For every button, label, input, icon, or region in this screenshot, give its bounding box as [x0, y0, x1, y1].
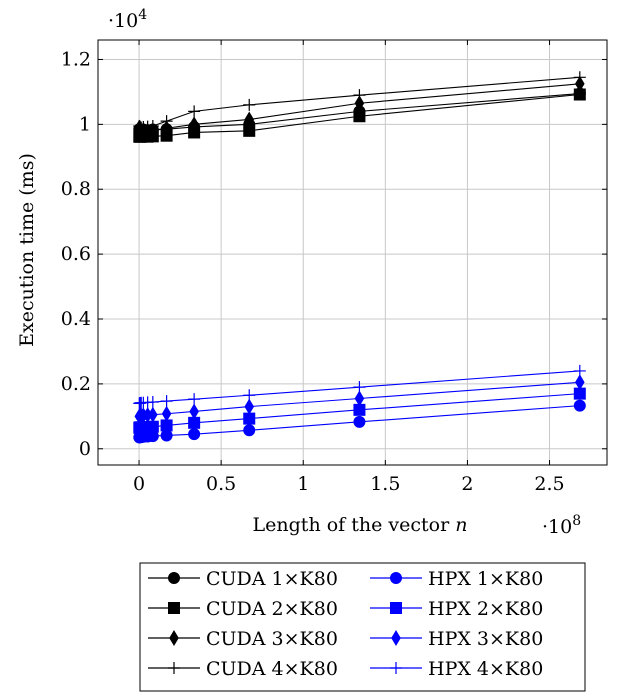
data-point: [190, 404, 198, 418]
y-tick-label: 1.2: [61, 48, 91, 70]
legend-label: HPX 1×K80: [428, 568, 543, 590]
legend-marker: [169, 573, 180, 584]
legend-label: CUDA 4×K80: [206, 658, 338, 680]
data-point: [353, 89, 365, 101]
legend-label: HPX 3×K80: [428, 628, 543, 650]
data-point: [188, 105, 200, 117]
data-point: [574, 71, 586, 83]
data-point: [354, 416, 365, 427]
x-tick-label: 1: [297, 473, 309, 495]
data-point: [574, 365, 586, 377]
data-point: [147, 421, 158, 432]
y-multiplier-exponent: 4: [138, 7, 147, 23]
x-multiplier-base: ·10: [542, 516, 572, 538]
data-point: [353, 381, 365, 393]
x-axis-multiplier: ·108: [542, 513, 581, 538]
y-tick-label: 0.4: [61, 308, 91, 330]
data-point: [189, 429, 200, 440]
data-point: [188, 393, 200, 405]
y-multiplier-base: ·10: [108, 10, 138, 32]
data-point: [149, 408, 157, 422]
y-tick-label: 0: [79, 438, 91, 460]
x-tick-label: 2: [461, 473, 473, 495]
data-point: [243, 99, 255, 111]
y-axis-multiplier: ·104: [108, 7, 147, 32]
x-axis-label-variable: n: [455, 514, 467, 536]
legend-marker: [391, 603, 402, 614]
legend-label: CUDA 2×K80: [206, 598, 338, 620]
y-tick-label: 0.2: [61, 373, 91, 395]
y-tick-label: 0.8: [61, 178, 91, 200]
legend-label: HPX 4×K80: [428, 658, 543, 680]
x-tick-label: 0: [133, 473, 145, 495]
x-multiplier-exponent: 8: [572, 513, 581, 529]
y-tick-label: 0.6: [61, 243, 91, 265]
data-point: [162, 407, 170, 421]
data-point: [244, 413, 255, 424]
data-point: [245, 400, 253, 414]
series-4: [135, 77, 584, 141]
x-axis-label-text: Length of the vector: [253, 514, 456, 536]
y-tick-label: 1: [79, 113, 91, 135]
legend-label: CUDA 3×K80: [206, 628, 338, 650]
x-tick-label: 1.5: [370, 473, 400, 495]
x-axis-label: Length of the vector n: [253, 514, 468, 536]
legend-label: HPX 2×K80: [428, 598, 543, 620]
data-point: [161, 395, 173, 407]
data-point: [576, 375, 584, 389]
legend-marker: [169, 603, 180, 614]
x-tick-label: 0.5: [206, 473, 236, 495]
data-point: [574, 400, 585, 411]
legend: CUDA 1×K80 HPX 1×K80 CUDA 2×K80 HPX 2×K80 CU…: [140, 563, 585, 691]
data-point: [243, 389, 255, 401]
data-point: [147, 396, 159, 408]
data-point: [244, 425, 255, 436]
plot-area: [133, 71, 585, 443]
legend-marker: [391, 573, 402, 584]
x-tick-label: 2.5: [534, 473, 564, 495]
data-point: [161, 430, 172, 441]
legend-label: CUDA 1×K80: [206, 568, 338, 590]
data-point: [355, 391, 363, 405]
data-point: [354, 111, 365, 122]
y-axis-label: Execution time (ms): [16, 153, 38, 347]
